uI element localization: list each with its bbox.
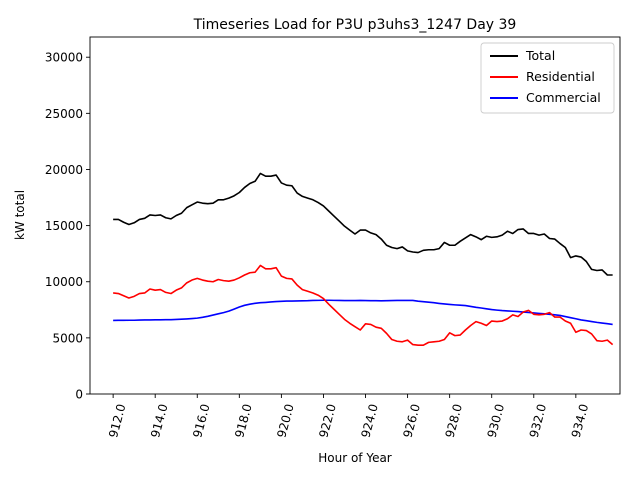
y-tick-label: 10000 xyxy=(45,275,83,289)
legend-label-commercial: Commercial xyxy=(526,90,601,105)
x-axis-label: Hour of Year xyxy=(318,451,392,465)
series-line-commercial xyxy=(113,299,613,326)
legend-label-residential: Residential xyxy=(526,69,595,84)
legend: Total Residential Commercial xyxy=(480,42,615,114)
y-tick-label: 5000 xyxy=(52,331,83,345)
series-residential xyxy=(113,264,614,346)
legend-label-total: Total xyxy=(525,48,555,63)
legend-box xyxy=(480,42,615,114)
series-layer xyxy=(113,172,614,346)
series-line-residential xyxy=(113,264,614,346)
chart-title: Timeseries Load for P3U p3uhs3_1247 Day … xyxy=(193,17,517,33)
y-tick-label: 20000 xyxy=(45,163,83,177)
y-tick-label: 30000 xyxy=(45,51,83,65)
y-tick-label: 25000 xyxy=(45,107,83,121)
y-tick-label: 0 xyxy=(75,388,83,402)
x-ticks: 912.0 914.0 916.0 918.0 920.0 922.0 924.0 926.0… xyxy=(106,394,591,439)
series-line-total xyxy=(113,172,613,276)
y-tick-label: 15000 xyxy=(45,219,83,233)
plot-frame xyxy=(89,36,621,395)
series-total xyxy=(113,172,613,276)
y-axis-label: kW total xyxy=(13,190,27,240)
y-ticks: 0 5000 10000 15000 20000 25000 30000 xyxy=(45,51,90,402)
